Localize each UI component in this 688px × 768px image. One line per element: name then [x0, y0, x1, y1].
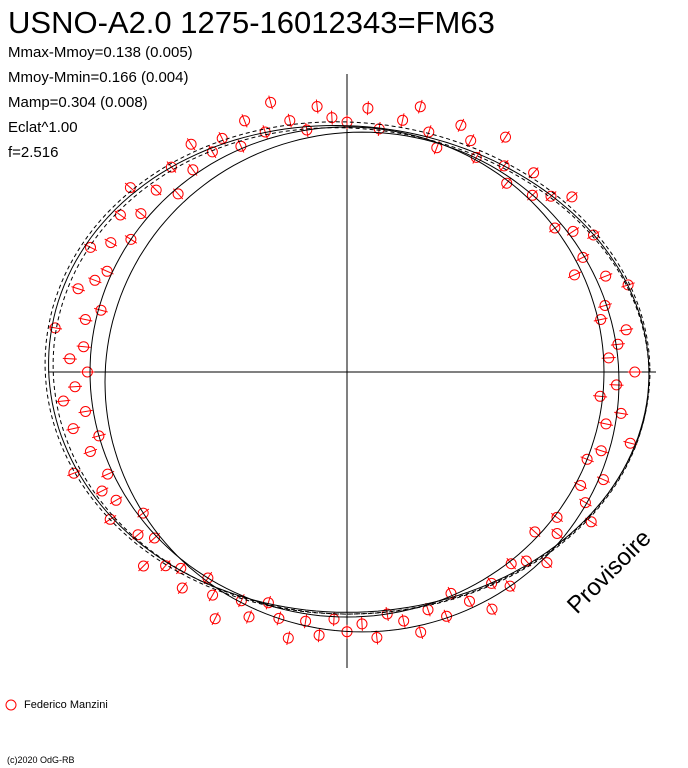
observation-point [67, 381, 83, 393]
observation-point [62, 353, 77, 365]
observation-point [160, 560, 172, 572]
observation-point [599, 418, 614, 430]
observation-point [594, 445, 609, 457]
observation-point [239, 114, 251, 128]
observation-point [313, 628, 325, 643]
observation-point [619, 324, 634, 336]
observation-point [610, 338, 625, 350]
observation-point [326, 110, 338, 125]
observation-point [579, 497, 592, 509]
fit-curves-layer [44, 121, 651, 633]
reference-circle [89, 126, 605, 618]
observation-point [566, 191, 578, 203]
fit-curve-upper [52, 127, 650, 615]
observation-point [94, 304, 108, 316]
stat-mmax-mmoy: Mmax-Mmoy=0.138 (0.005) [8, 44, 193, 61]
observation-point [48, 322, 63, 334]
observation-point [265, 95, 277, 110]
fit-curve-lower [44, 121, 651, 615]
offset-circle [104, 131, 620, 633]
observation-point [114, 209, 127, 221]
observation-point [362, 101, 374, 116]
observation-point [486, 602, 498, 616]
observation-point [150, 184, 162, 196]
observation-point [528, 167, 540, 179]
observation-point [135, 208, 147, 220]
stat-eclat: Eclat^1.00 [8, 119, 78, 136]
observation-point [282, 631, 294, 646]
observation-point [243, 610, 255, 624]
observation-point [206, 145, 218, 159]
observation-point [465, 134, 477, 148]
observation-point [551, 528, 563, 539]
observation-point [414, 99, 426, 114]
observation-point [138, 560, 149, 572]
observation-point [78, 314, 93, 325]
observation-point [176, 582, 188, 594]
observation-point [76, 341, 91, 353]
observation-point [464, 594, 475, 608]
stat-frequency: f=2.516 [8, 144, 59, 161]
legend-marker [5, 699, 17, 711]
observation-point [284, 113, 296, 128]
observation-point [501, 177, 513, 189]
observation-point [95, 485, 109, 497]
observation-point [500, 130, 511, 144]
observation-point [576, 251, 590, 263]
legend: Federico Manzini [4, 697, 108, 713]
observation-point [356, 616, 368, 631]
observation-point [371, 630, 383, 645]
legend-label: Federico Manzini [24, 699, 108, 711]
observation-point [627, 366, 642, 378]
stat-mmoy-mmin: Mmoy-Mmin=0.166 (0.004) [8, 69, 189, 86]
observation-point [80, 366, 95, 378]
observations-layer [48, 95, 642, 646]
observation-point [609, 379, 624, 391]
observation-point [585, 516, 598, 528]
observation-point [599, 270, 613, 282]
observation-point [66, 423, 81, 435]
observation-point [593, 390, 608, 402]
observation-point [78, 406, 93, 417]
fit-curve [48, 124, 650, 613]
observation-point [614, 407, 629, 419]
observation-point [397, 113, 409, 128]
observation-point [148, 532, 161, 544]
observation-point [109, 494, 123, 506]
observation-point [545, 190, 557, 202]
observation-point [311, 99, 323, 114]
chart-title: USNO-A2.0 1275-16012343=FM63 [8, 5, 495, 40]
observation-point [567, 269, 582, 281]
observation-point [88, 274, 102, 286]
stat-mamp: Mamp=0.304 (0.008) [8, 94, 148, 111]
observation-point [104, 237, 118, 249]
copyright: (c)2020 OdG-RB [7, 755, 75, 765]
observation-point [398, 614, 410, 628]
observation-point [83, 446, 98, 457]
observation-point [415, 625, 427, 640]
observation-point [71, 283, 85, 295]
observation-point [185, 138, 197, 151]
observation-point [56, 395, 71, 407]
observation-point [566, 225, 580, 237]
observation-point [207, 588, 219, 602]
observation-point [593, 314, 608, 325]
observation-point [455, 118, 467, 132]
observation-point [84, 241, 98, 253]
observation-point [209, 612, 221, 626]
